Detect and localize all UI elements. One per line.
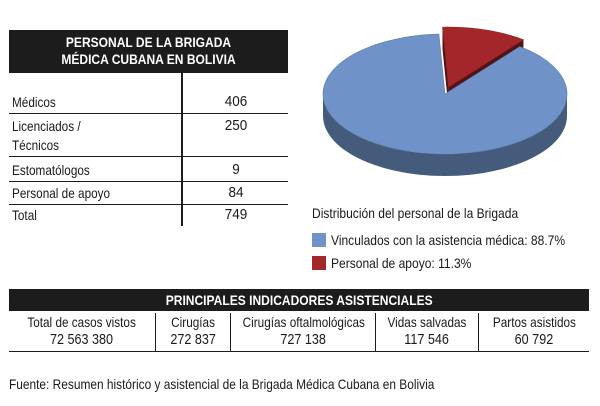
indicator-divider — [478, 313, 479, 351]
staff-value: 84 — [228, 184, 244, 201]
indicator-label: Cirugías oftalmológicas — [242, 314, 365, 330]
indicator-divider — [375, 313, 376, 351]
legend-item-vinculados: Vinculados con la asistencia médica: 88.… — [312, 232, 600, 248]
staff-value: 250 — [224, 117, 248, 134]
staff-row-rule — [9, 156, 288, 157]
indicator-column: Vidas salvadas 117 546 — [376, 313, 478, 351]
staff-label: Médicos — [12, 94, 56, 110]
legend-label: Personal de apoyo: 11.3% — [331, 255, 472, 271]
indicator-column: Partos asistidos 60 792 — [479, 313, 589, 351]
legend-label: Vinculados con la asistencia médica: 88.… — [331, 232, 566, 248]
legend-swatch — [312, 233, 326, 247]
staff-label: Total — [12, 207, 37, 223]
indicator-column: Total de casos vistos 72 563 380 — [9, 313, 155, 351]
indicator-value: 272 837 — [170, 331, 216, 348]
staff-table: PERSONAL DE LA BRIGADA MÉDICA CUBANA EN … — [9, 30, 288, 226]
indicator-label: Vidas salvadas — [387, 314, 467, 330]
staff-value: 406 — [224, 93, 248, 110]
staff-value: 9 — [232, 161, 240, 178]
indicators-title: PRINCIPALES INDICADORES ASISTENCIALES — [165, 292, 433, 308]
staff-label: Licenciados / — [12, 118, 81, 134]
pie-slice-personal-apoyo — [442, 26, 525, 88]
staff-row-rule — [9, 113, 288, 114]
indicator-value: 72 563 380 — [50, 331, 114, 348]
indicator-divider — [230, 313, 231, 351]
indicator-value: 727 138 — [280, 331, 326, 348]
indicator-column: Cirugías 272 837 — [156, 313, 230, 351]
chart-title: Distribución del personal de la Brigada — [312, 205, 519, 221]
staff-title-line2: MÉDICA CUBANA EN BOLIVIA — [61, 51, 236, 67]
indicator-divider — [155, 313, 156, 351]
staff-table-header: PERSONAL DE LA BRIGADA MÉDICA CUBANA EN … — [9, 30, 288, 73]
staff-column-divider — [181, 73, 183, 226]
pie-slice-vinculados — [322, 33, 568, 155]
staff-label: Estomatólogos — [12, 162, 90, 178]
staff-label-continued: Técnicos — [12, 137, 60, 153]
legend-swatch — [312, 256, 326, 270]
staff-value: 749 — [224, 206, 248, 223]
indicator-label: Cirugías — [171, 314, 215, 330]
staff-row-rule — [9, 181, 288, 182]
indicator-value: 60 792 — [514, 331, 554, 348]
pie-slice-vinculados-side — [323, 94, 567, 176]
indicator-column: Cirugías oftalmológicas 727 138 — [231, 313, 375, 351]
indicators-table: Total de casos vistos 72 563 380 Cirugía… — [9, 313, 589, 352]
legend-item-apoyo: Personal de apoyo: 11.3% — [312, 255, 494, 271]
pie-chart — [322, 26, 568, 176]
pie-slice-personal-apoyo-cut-face — [442, 27, 449, 110]
staff-label: Personal de apoyo — [12, 185, 111, 201]
indicator-label: Partos asistidos — [492, 314, 576, 330]
indicator-value: 117 546 — [404, 331, 450, 348]
indicator-label: Total de casos vistos — [27, 314, 137, 330]
staff-title-line1: PERSONAL DE LA BRIGADA — [65, 34, 232, 50]
indicators-header: PRINCIPALES INDICADORES ASISTENCIALES — [9, 289, 589, 311]
staff-row-rule — [9, 204, 288, 205]
source-note: Fuente: Resumen histórico y asistencial … — [9, 376, 435, 392]
